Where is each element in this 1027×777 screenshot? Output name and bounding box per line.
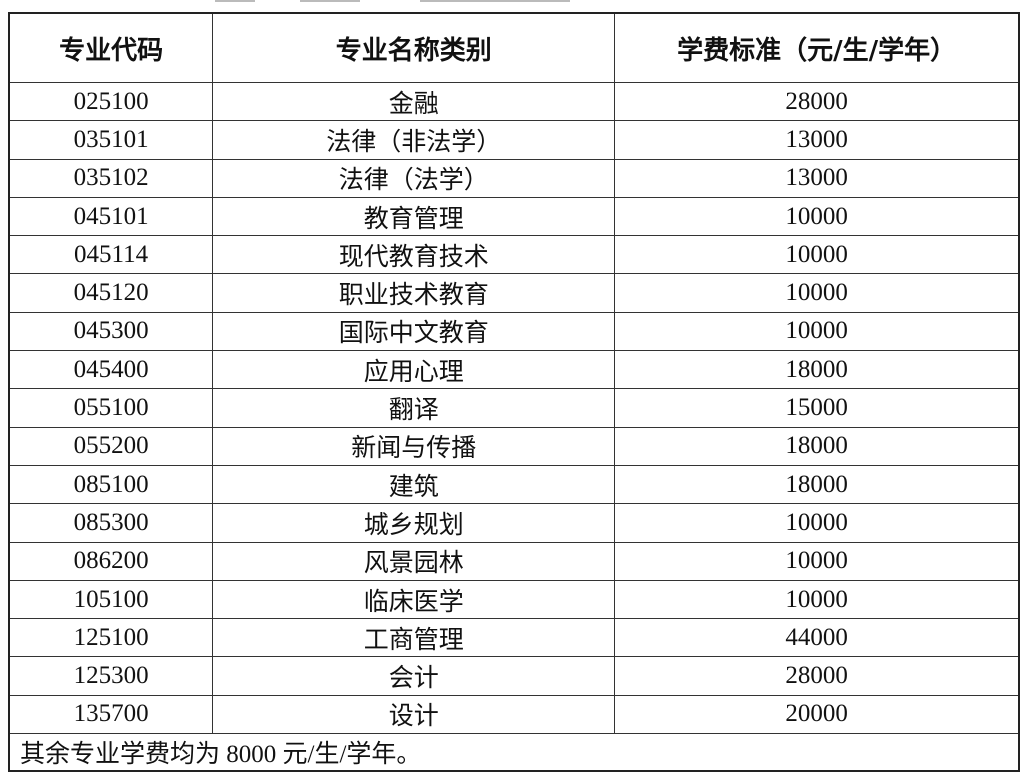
major-name-cell: 设计 <box>212 694 616 735</box>
major-code-cell: 025100 <box>8 81 214 122</box>
tuition-fee-cell: 15000 <box>614 388 1020 428</box>
major-code-cell: 045120 <box>8 273 214 313</box>
tuition-fee-cell: 10000 <box>614 311 1020 352</box>
major-name-cell: 城乡规划 <box>212 503 616 543</box>
table-row: 045400 应用心理 18000 <box>8 350 1020 390</box>
major-code-cell: 125100 <box>8 618 214 658</box>
table-row: 135700 设计 20000 <box>8 694 1020 735</box>
major-name-cell: 职业技术教育 <box>212 273 616 313</box>
header-fee: 学费标准（元/生/学年） <box>614 12 1020 83</box>
major-code-cell: 085300 <box>8 503 214 543</box>
table-row: 035101 法律（非法学） 13000 <box>8 120 1020 160</box>
header-name: 专业名称类别 <box>212 12 616 83</box>
major-code-cell: 045400 <box>8 350 214 390</box>
major-code-cell: 045300 <box>8 311 214 352</box>
tuition-fee-cell: 18000 <box>614 464 1020 505</box>
footnote: 其余专业学费均为 8000 元/生/学年。 <box>8 733 1020 772</box>
major-name-cell: 现代教育技术 <box>212 235 616 275</box>
table-row: 085100 建筑 18000 <box>8 464 1020 505</box>
major-name-cell: 工商管理 <box>212 618 616 658</box>
major-code-cell: 035102 <box>8 158 214 198</box>
header-code: 专业代码 <box>8 12 214 83</box>
tuition-fee-cell: 18000 <box>614 350 1020 390</box>
table-row: 025100 金融 28000 <box>8 81 1020 122</box>
table-row: 125300 会计 28000 <box>8 656 1020 696</box>
major-name-cell: 应用心理 <box>212 350 616 390</box>
major-name-cell: 临床医学 <box>212 579 616 620</box>
major-code-cell: 045101 <box>8 196 214 237</box>
major-name-cell: 风景园林 <box>212 541 616 581</box>
major-name-cell: 建筑 <box>212 464 616 505</box>
table-row: 086200 风景园林 10000 <box>8 541 1020 581</box>
major-code-cell: 055100 <box>8 388 214 428</box>
table-row: 085300 城乡规划 10000 <box>8 503 1020 543</box>
major-code-cell: 045114 <box>8 235 214 275</box>
tuition-fee-cell: 28000 <box>614 81 1020 122</box>
table-row: 045101 教育管理 10000 <box>8 196 1020 237</box>
tuition-fee-cell: 13000 <box>614 158 1020 198</box>
major-name-cell: 法律（法学） <box>212 158 616 198</box>
tuition-fee-cell: 10000 <box>614 503 1020 543</box>
major-name-cell: 法律（非法学） <box>212 120 616 160</box>
tuition-table: 专业代码 专业名称类别 学费标准（元/生/学年） 025100 金融 28000 03… <box>8 12 1020 773</box>
major-code-cell: 135700 <box>8 694 214 735</box>
cropped-text-above <box>0 0 1027 8</box>
major-name-cell: 翻译 <box>212 388 616 428</box>
major-code-cell: 105100 <box>8 579 214 620</box>
tuition-fee-cell: 44000 <box>614 618 1020 658</box>
major-name-cell: 会计 <box>212 656 616 696</box>
major-code-cell: 125300 <box>8 656 214 696</box>
table-row: 055200 新闻与传播 18000 <box>8 426 1020 466</box>
tuition-fee-cell: 10000 <box>614 273 1020 313</box>
tuition-fee-cell: 13000 <box>614 120 1020 160</box>
major-code-cell: 086200 <box>8 541 214 581</box>
tuition-fee-cell: 10000 <box>614 579 1020 620</box>
tuition-fee-cell: 10000 <box>614 541 1020 581</box>
tuition-fee-cell: 10000 <box>614 196 1020 237</box>
major-code-cell: 035101 <box>8 120 214 160</box>
table-row: 055100 翻译 15000 <box>8 388 1020 428</box>
major-name-cell: 教育管理 <box>212 196 616 237</box>
header-row: 专业代码 专业名称类别 学费标准（元/生/学年） <box>8 12 1020 83</box>
major-name-cell: 金融 <box>212 81 616 122</box>
table-row: 035102 法律（法学） 13000 <box>8 158 1020 198</box>
table-row: 125100 工商管理 44000 <box>8 618 1020 658</box>
table-row: 105100 临床医学 10000 <box>8 579 1020 620</box>
note-row: 其余专业学费均为 8000 元/生/学年。 <box>8 733 1020 772</box>
major-code-cell: 055200 <box>8 426 214 466</box>
tuition-fee-cell: 10000 <box>614 235 1020 275</box>
tuition-fee-cell: 18000 <box>614 426 1020 466</box>
major-name-cell: 新闻与传播 <box>212 426 616 466</box>
major-name-cell: 国际中文教育 <box>212 311 616 352</box>
tuition-fee-cell: 28000 <box>614 656 1020 696</box>
table-row: 045120 职业技术教育 10000 <box>8 273 1020 313</box>
major-code-cell: 085100 <box>8 464 214 505</box>
table-row: 045300 国际中文教育 10000 <box>8 311 1020 352</box>
table-row: 045114 现代教育技术 10000 <box>8 235 1020 275</box>
tuition-fee-cell: 20000 <box>614 694 1020 735</box>
